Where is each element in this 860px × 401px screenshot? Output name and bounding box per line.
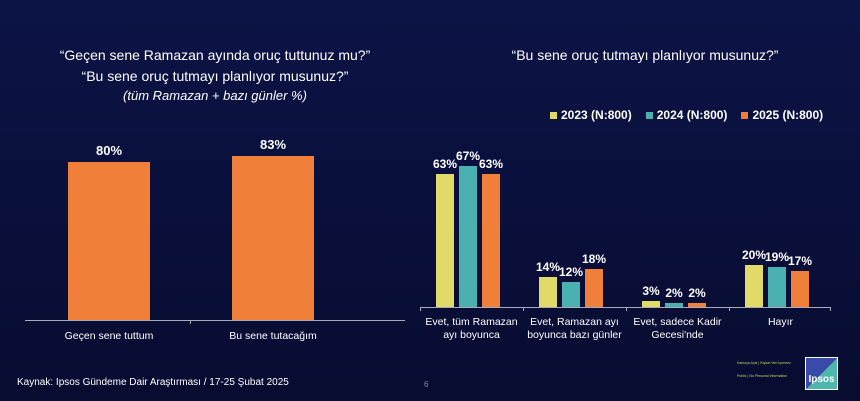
data-label: 14% <box>535 260 561 275</box>
right-chart: 63% 67% 63% Evet, tüm Ramazan ayı boyunca 14… <box>420 148 831 341</box>
bar <box>688 302 706 307</box>
category-label: Evet, tüm Ramazan ayı boyunca <box>425 316 518 341</box>
legend-item: 2024 (N:800) <box>645 108 728 122</box>
source-note: Kaynak: Ipsos Gündeme Dair Araştırması /… <box>17 377 289 388</box>
legend-swatch <box>741 112 749 119</box>
legend-label: 2023 (N:800) <box>561 108 632 122</box>
bar <box>482 174 500 307</box>
left-subtitle: (tüm Ramazan + bazı günler %) <box>123 88 307 103</box>
category-label: Evet, sadece Kadir Gecesi'nde <box>633 316 722 341</box>
right-title: “Bu sene oruç tutmayı planlıyor musunuz?… <box>511 47 779 63</box>
bar <box>665 302 683 307</box>
legend-swatch <box>550 112 557 119</box>
tick <box>523 307 524 311</box>
data-label: 2% <box>688 285 706 300</box>
legend-item: 2025 (N:800) <box>741 108 823 122</box>
bar <box>68 161 150 320</box>
data-label: 80% <box>95 142 123 158</box>
x-axis <box>420 307 830 308</box>
legend-label: 2025 (N:800) <box>752 108 824 122</box>
bar <box>436 174 454 307</box>
classification-2: Public | No Personal Information <box>737 374 788 378</box>
bar <box>562 281 580 307</box>
bar <box>232 155 314 320</box>
bar <box>539 277 557 307</box>
data-label: 19% <box>764 249 790 264</box>
data-label: 83% <box>259 136 287 152</box>
left-title-1: “Geçen sene Ramazan ayında oruç tuttunuz… <box>59 47 371 63</box>
bar <box>642 300 660 307</box>
tick <box>626 307 627 311</box>
category-label: Hayır <box>767 316 794 328</box>
data-label: 18% <box>581 252 607 267</box>
tick <box>830 307 831 311</box>
category-label: Evet, Ramazan ayı boyunca bazı günler <box>527 316 622 341</box>
x-axis <box>25 320 405 321</box>
tick <box>190 320 191 324</box>
data-label: 63% <box>432 157 458 172</box>
bar <box>459 165 477 307</box>
left-chart: 80% Geçen sene tuttum 83% Bu sene tutacağım <box>0 0 430 360</box>
bar <box>791 271 809 307</box>
page-number: 6 <box>424 380 429 389</box>
ipsos-logo: Ipsos <box>805 357 838 390</box>
bar <box>585 269 603 307</box>
legend-label: 2024 (N:800) <box>656 108 728 122</box>
legend: 2023 (N:800) 2024 (N:800) 2025 (N:800) <box>550 108 823 122</box>
data-label: 63% <box>478 157 504 172</box>
bar <box>745 264 763 307</box>
legend-swatch <box>645 112 653 119</box>
category-label: Geçen sene tuttum <box>64 330 154 342</box>
data-label: 67% <box>455 148 481 163</box>
tick <box>420 307 421 311</box>
bar <box>768 266 786 307</box>
data-label: 20% <box>741 247 767 262</box>
classification-1: Kamuya Açık | Kişisel Veri İçermez <box>737 361 791 365</box>
tick <box>729 307 730 311</box>
category-label: Bu sene tutacağım <box>229 330 317 342</box>
legend-item: 2023 (N:800) <box>550 108 632 122</box>
data-label: 3% <box>642 283 660 298</box>
data-label: 12% <box>558 264 584 279</box>
data-label: 17% <box>787 254 813 269</box>
left-title-2: “Bu sene oruç tutmayı planlıyor musunuz?… <box>81 68 349 84</box>
data-label: 2% <box>665 285 683 300</box>
